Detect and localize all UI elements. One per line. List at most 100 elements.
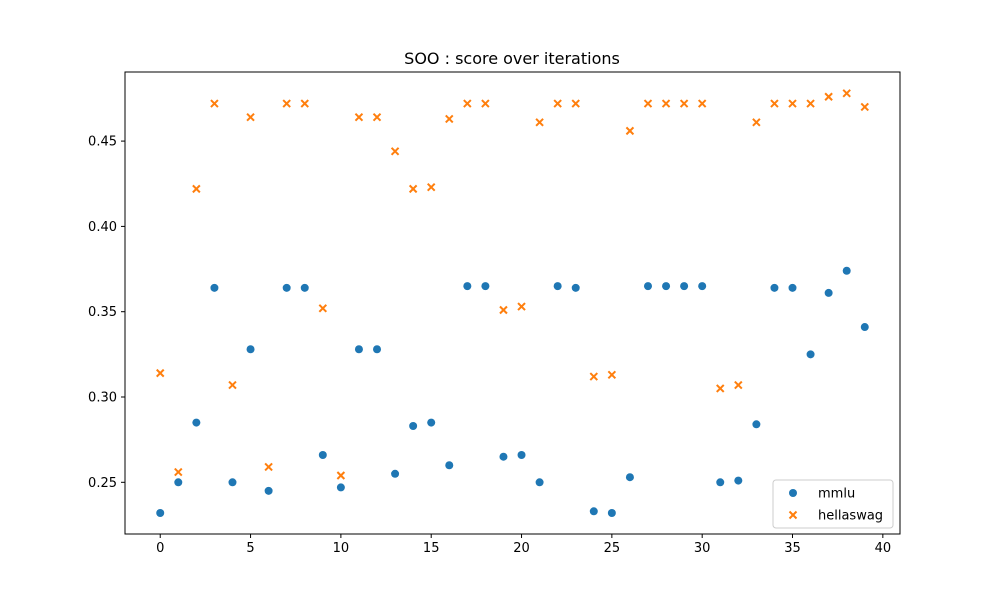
- point-mmlu: [354, 345, 363, 354]
- point-mmlu: [481, 282, 490, 291]
- point-mmlu: [535, 478, 544, 487]
- point-hellaswag: [571, 99, 580, 108]
- point-mmlu: [643, 282, 652, 291]
- chart-title: SOO : score over iterations: [404, 49, 620, 68]
- point-mmlu: [662, 282, 671, 291]
- point-hellaswag: [824, 92, 833, 101]
- point-hellaswag: [517, 302, 526, 311]
- legend: mmlu hellaswag: [772, 479, 894, 529]
- legend-label-hellaswag: hellaswag: [818, 509, 883, 524]
- point-hellaswag: [643, 99, 653, 108]
- data-marks: [156, 89, 869, 518]
- x-tick-label: 40: [875, 541, 892, 556]
- point-mmlu: [409, 422, 418, 431]
- point-hellaswag: [860, 102, 869, 112]
- point-mmlu: [318, 451, 327, 460]
- point-hellaswag: [499, 305, 508, 315]
- point-mmlu: [589, 507, 598, 516]
- point-mmlu: [336, 483, 345, 492]
- point-mmlu: [499, 452, 508, 461]
- point-hellaswag: [734, 380, 743, 390]
- point-hellaswag: [390, 147, 400, 156]
- point-hellaswag: [752, 118, 761, 127]
- point-hellaswag: [300, 99, 309, 108]
- point-mmlu: [282, 283, 291, 292]
- point-hellaswag: [535, 118, 544, 127]
- plot-frame: [124, 71, 901, 535]
- x-tick-label: 25: [604, 541, 621, 556]
- legend-box: [772, 479, 894, 529]
- x-tick-label: 35: [784, 541, 801, 556]
- y-tick-label: 0.40: [88, 220, 117, 235]
- x-tick-label: 10: [333, 541, 350, 556]
- point-mmlu: [210, 283, 219, 292]
- point-mmlu: [680, 282, 689, 291]
- x-axis: 0 5 10 15 20 25 30 35 40: [156, 534, 891, 556]
- legend-label-mmlu: mmlu: [818, 487, 855, 502]
- point-mmlu: [607, 509, 616, 518]
- point-mmlu: [553, 282, 562, 291]
- legend-marker-mmlu: [789, 489, 797, 497]
- point-mmlu: [264, 486, 273, 495]
- point-hellaswag: [788, 99, 797, 108]
- x-tick-label: 5: [246, 541, 254, 556]
- point-hellaswag: [553, 99, 562, 108]
- point-mmlu: [246, 345, 255, 354]
- point-hellaswag: [318, 304, 328, 313]
- y-axis: 0.25 0.30 0.35 0.40 0.45: [88, 135, 125, 491]
- point-hellaswag: [156, 368, 165, 378]
- point-hellaswag: [264, 462, 273, 472]
- point-hellaswag: [354, 113, 364, 122]
- point-mmlu: [806, 350, 815, 359]
- x-tick-label: 30: [694, 541, 711, 556]
- point-hellaswag: [192, 184, 201, 194]
- point-hellaswag: [661, 99, 671, 108]
- point-mmlu: [824, 288, 833, 297]
- point-hellaswag: [246, 113, 255, 122]
- point-hellaswag: [589, 372, 599, 381]
- point-mmlu: [174, 478, 183, 487]
- point-mmlu: [625, 473, 634, 482]
- point-hellaswag: [716, 384, 725, 393]
- point-mmlu: [842, 266, 851, 275]
- point-hellaswag: [282, 99, 291, 108]
- point-hellaswag: [372, 113, 382, 122]
- x-tick-label: 0: [156, 541, 164, 556]
- point-hellaswag: [842, 89, 851, 98]
- legend-marker-hellaswag: [788, 510, 798, 520]
- point-hellaswag: [806, 99, 815, 108]
- point-mmlu: [517, 451, 526, 460]
- point-hellaswag: [463, 99, 472, 108]
- x-tick-label: 15: [423, 541, 440, 556]
- point-hellaswag: [210, 99, 219, 108]
- point-hellaswag: [174, 467, 183, 477]
- point-hellaswag: [679, 99, 689, 108]
- point-hellaswag: [336, 471, 346, 480]
- point-mmlu: [571, 283, 580, 292]
- point-mmlu: [192, 418, 201, 427]
- y-tick-label: 0.25: [88, 476, 117, 491]
- y-tick-label: 0.35: [88, 305, 117, 320]
- point-mmlu: [698, 282, 707, 291]
- point-mmlu: [445, 461, 454, 470]
- point-mmlu: [300, 283, 309, 292]
- point-mmlu: [427, 418, 436, 427]
- y-tick-label: 0.45: [88, 135, 117, 150]
- x-tick-label: 20: [513, 541, 530, 556]
- point-hellaswag: [426, 182, 436, 192]
- point-hellaswag: [770, 99, 779, 108]
- y-tick-label: 0.30: [88, 391, 117, 406]
- point-mmlu: [373, 345, 382, 354]
- point-hellaswag: [697, 99, 707, 108]
- point-mmlu: [156, 509, 165, 518]
- point-hellaswag: [228, 380, 237, 390]
- point-mmlu: [391, 469, 400, 478]
- point-hellaswag: [625, 126, 635, 136]
- point-hellaswag: [481, 99, 490, 108]
- point-mmlu: [860, 323, 869, 332]
- point-mmlu: [734, 476, 743, 485]
- point-hellaswag: [408, 184, 418, 194]
- point-mmlu: [788, 283, 797, 292]
